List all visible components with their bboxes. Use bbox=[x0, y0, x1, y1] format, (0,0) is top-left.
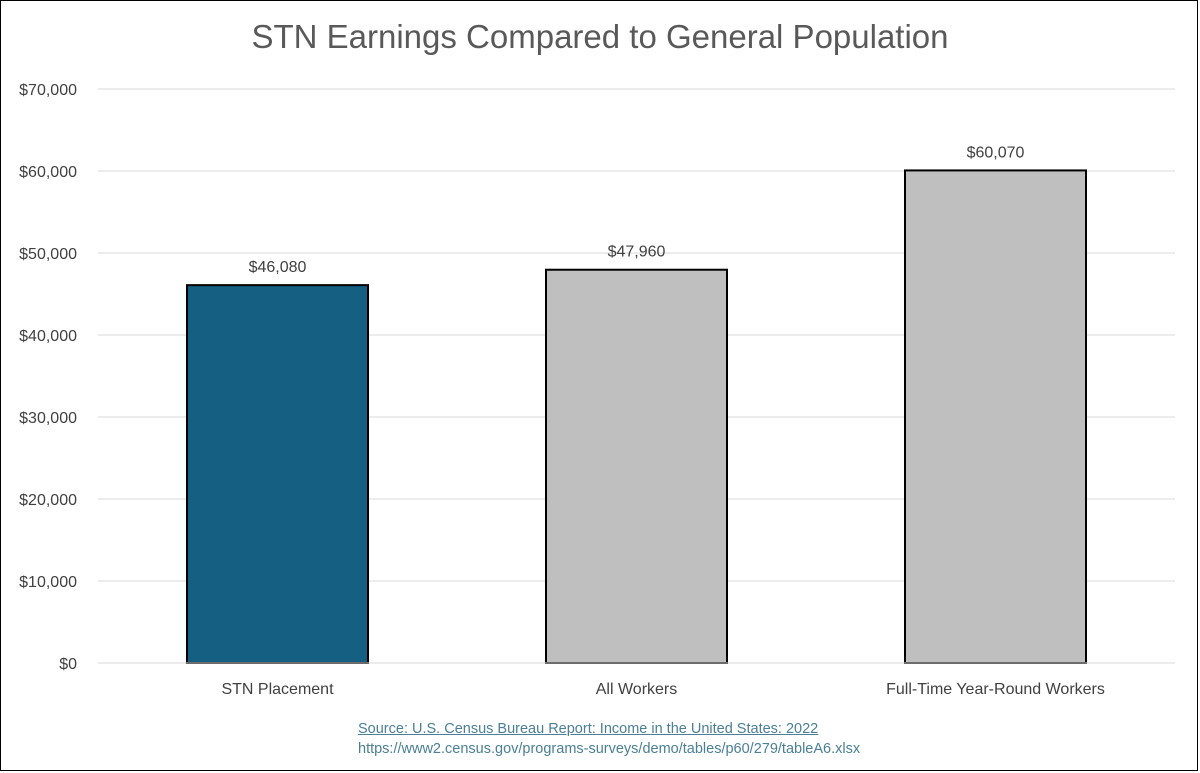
x-category-label: All Workers bbox=[596, 681, 678, 698]
chart-title: STN Earnings Compared to General Populat… bbox=[251, 18, 949, 55]
bar bbox=[186, 284, 369, 664]
y-tick-label: $50,000 bbox=[19, 246, 77, 263]
bar bbox=[545, 268, 728, 664]
x-category-label: STN Placement bbox=[221, 681, 334, 698]
y-tick-label: $30,000 bbox=[19, 410, 77, 427]
data-label: $46,080 bbox=[249, 259, 307, 276]
x-category-label: Full-Time Year-Round Workers bbox=[886, 681, 1105, 698]
y-tick-label: $70,000 bbox=[19, 82, 77, 99]
source-note: Source: U.S. Census Bureau Report: Incom… bbox=[358, 719, 860, 759]
y-tick-label: $0 bbox=[59, 656, 77, 673]
y-tick-label: $10,000 bbox=[19, 574, 77, 591]
y-tick-label: $40,000 bbox=[19, 328, 77, 345]
y-tick-label: $20,000 bbox=[19, 492, 77, 509]
source-url[interactable]: https://www2.census.gov/programs-surveys… bbox=[358, 741, 861, 757]
bar bbox=[904, 169, 1087, 664]
y-tick-label: $60,000 bbox=[19, 164, 77, 181]
data-label: $60,070 bbox=[967, 144, 1025, 161]
data-label: $47,960 bbox=[608, 244, 666, 261]
source-line-1[interactable]: Source: U.S. Census Bureau Report: Incom… bbox=[358, 721, 819, 737]
